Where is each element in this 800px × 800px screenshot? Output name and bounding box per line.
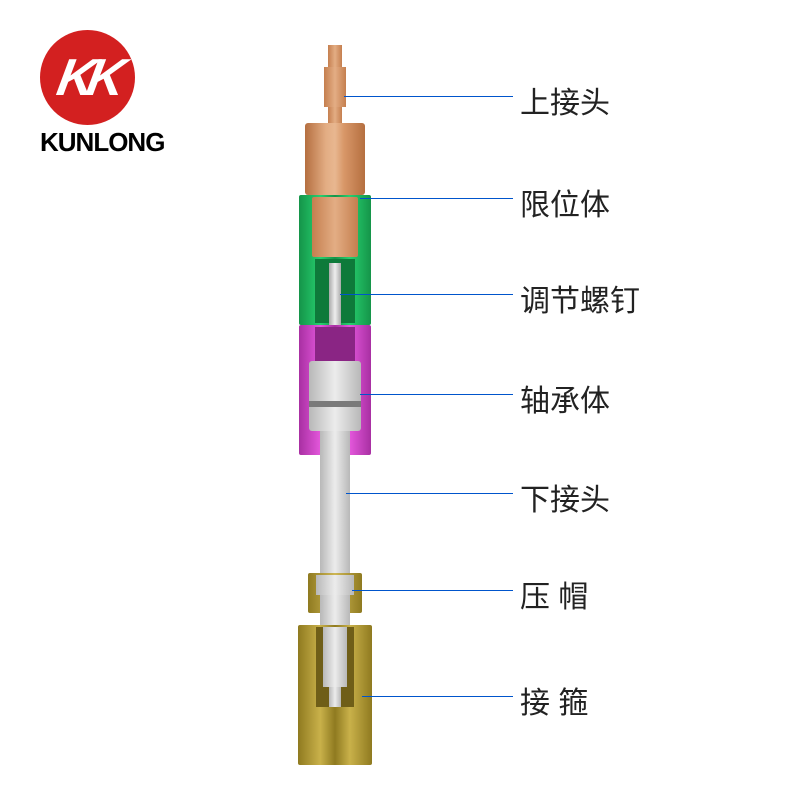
leader-bearing-body xyxy=(360,394,513,395)
part-upper-joint-body xyxy=(305,123,365,195)
part-bearing-insert-groove xyxy=(309,401,361,407)
leader-lower-joint xyxy=(346,493,513,494)
part-lower-joint-shaft xyxy=(320,431,350,581)
leader-coupling xyxy=(362,696,513,697)
leader-limit-body xyxy=(360,198,513,199)
logo-mark: KK xyxy=(40,30,135,125)
logo-brand-text: KUNLONG xyxy=(40,127,164,158)
label-bearing-body: 轴承体 xyxy=(520,376,610,420)
part-lower-joint-stub2 xyxy=(320,595,350,629)
logo-mark-text: KK xyxy=(53,48,123,108)
leader-press-cap xyxy=(352,590,513,591)
label-limit-body: 限位体 xyxy=(520,180,610,224)
label-lower-joint: 下接头 xyxy=(520,475,610,519)
part-upper-joint-stem-top xyxy=(328,45,342,67)
label-press-cap: 压 帽 xyxy=(520,572,588,616)
label-coupling: 接 箍 xyxy=(520,678,588,722)
leader-upper-joint xyxy=(344,96,513,97)
label-adjust-screw: 调节螺钉 xyxy=(520,276,640,320)
brand-logo: KK KUNLONG xyxy=(40,30,164,158)
part-coupling-pin xyxy=(329,687,341,707)
part-coupling-inner xyxy=(323,627,347,687)
part-upper-joint-neck xyxy=(328,107,342,123)
part-upper-joint-stem-mid xyxy=(324,67,346,107)
part-lower-joint-stub1 xyxy=(316,575,354,595)
leader-adjust-screw xyxy=(340,294,513,295)
part-limit-body-cut xyxy=(312,197,358,257)
exploded-diagram xyxy=(285,45,385,765)
label-upper-joint: 上接头 xyxy=(520,78,610,122)
part-bearing-insert xyxy=(309,361,361,431)
